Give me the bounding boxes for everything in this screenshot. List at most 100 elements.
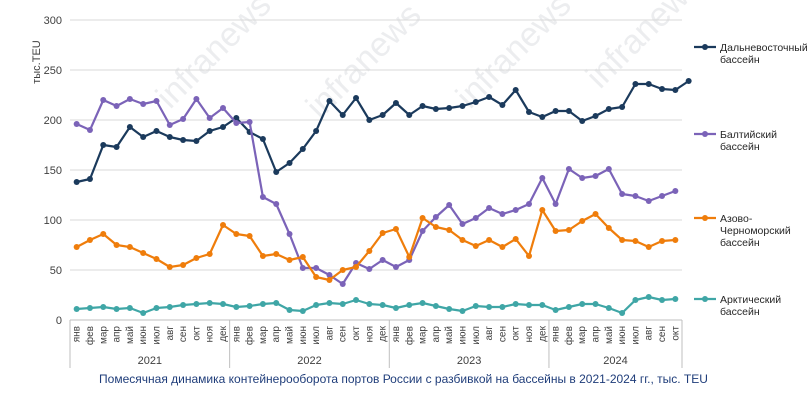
year-label: 2024 [603,355,627,367]
data-point [86,237,93,243]
data-point [432,106,439,112]
year-label: 2023 [457,355,481,367]
data-point [153,98,160,104]
data-point [313,302,320,308]
data-point [645,294,652,300]
data-point [193,255,200,261]
data-point [100,142,107,148]
data-point [645,81,652,87]
data-point [579,301,586,307]
data-point [565,166,572,172]
data-point [339,281,346,287]
data-point [339,301,346,307]
data-point [459,103,466,109]
data-point [233,231,240,237]
data-point [446,202,453,208]
x-tick-label: янв [551,326,562,342]
data-point [499,244,506,250]
data-point [632,81,639,87]
data-point [472,243,479,249]
x-tick-label: мар [258,326,269,344]
data-point [512,207,519,213]
y-tick-label: 50 [50,265,62,277]
legend-swatch-marker [702,44,708,50]
data-point [392,226,399,232]
legend-label: бассейн [720,141,760,153]
data-point [326,98,333,104]
data-point [392,264,399,270]
data-point [539,114,546,120]
y-tick-labels: 0 50 100 150 200 250 300 [44,15,62,327]
x-tick-label: июн [298,326,309,345]
data-point [126,124,133,130]
data-point [299,308,306,314]
data-point [672,87,679,93]
data-point [259,194,266,200]
data-point [406,112,413,118]
data-point [486,237,493,243]
data-point [326,272,333,278]
data-point [259,301,266,307]
data-point [459,237,466,243]
data-point [619,104,626,110]
legend-label: Арктический [720,294,781,306]
data-point [180,137,187,143]
series-дальневосточный [73,78,692,185]
data-point [539,302,546,308]
data-point [193,138,200,144]
data-point [392,100,399,106]
data-point [379,257,386,263]
x-tick-label: дек [378,325,389,341]
data-point [166,264,173,270]
data-point [406,254,413,260]
data-point [313,265,320,271]
data-point [273,169,280,175]
data-point [526,302,532,308]
x-tick-labels: янв фев мар апр май июн июл авг сен окт ноя дек янв ф… [72,325,682,345]
chart-title: Помесячная динамика контейнерооборота по… [99,372,708,386]
watermark-text: infranews [449,0,579,116]
legend-label: Дальневосточный [720,42,807,54]
data-point [153,256,160,262]
x-tick-label: мар [418,326,429,344]
data-point [366,266,373,272]
x-tick-label: апр [271,326,282,343]
data-point [326,300,333,306]
data-point [233,115,240,121]
data-point [565,108,572,114]
data-point [73,244,80,250]
data-point [166,122,173,128]
y-tick-label: 150 [44,165,62,177]
data-point [605,225,612,231]
x-tick-label: дек [218,325,229,341]
legend-label: Балтийский [720,129,777,141]
data-point [512,301,519,307]
data-point [140,310,147,316]
data-point [565,227,572,233]
data-point [419,228,426,234]
data-point [233,304,240,310]
data-point [353,264,360,270]
data-point [299,254,306,260]
data-point [539,175,546,181]
watermark-text: infranews [149,0,279,116]
data-point [100,304,107,310]
y-tick-label: 300 [44,15,62,27]
data-point [180,116,187,122]
data-point [645,198,652,204]
data-point [339,267,346,273]
data-point [605,106,612,112]
data-point [379,230,386,236]
data-point [619,237,626,243]
data-point [299,265,306,271]
data-point [605,305,612,311]
data-point [459,221,466,227]
data-point [552,201,559,207]
x-tick-label: сен [657,326,668,342]
data-point [526,109,532,115]
x-tick-label: ноя [524,326,535,343]
x-tick-label: июл [630,326,641,345]
data-point [353,297,360,303]
